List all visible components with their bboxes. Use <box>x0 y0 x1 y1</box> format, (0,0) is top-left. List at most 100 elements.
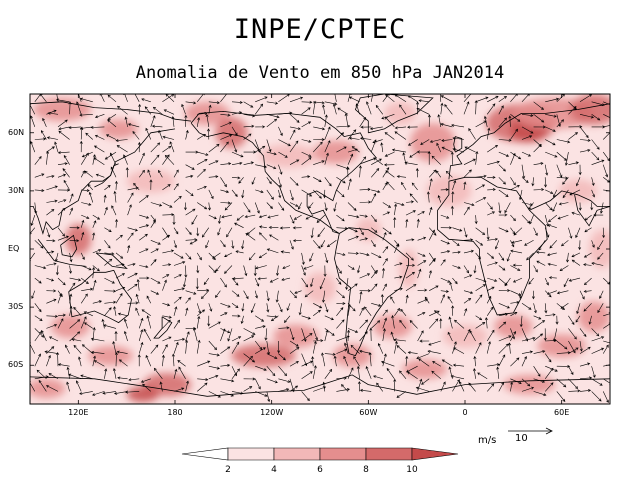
wind-arrow <box>486 383 495 392</box>
wind-arrow <box>115 273 126 279</box>
wind-arrow <box>205 113 210 127</box>
wind-arrow <box>347 283 358 291</box>
wind-arrow <box>79 391 93 395</box>
wind-arrow <box>80 374 93 380</box>
wind-arrow <box>266 101 279 105</box>
wind-arrow <box>220 378 235 383</box>
wind-arrow <box>347 227 358 233</box>
wind-arrow <box>173 274 182 279</box>
wind-arrow <box>468 128 476 140</box>
wind-arrow <box>105 134 117 140</box>
wind-arrow <box>243 133 252 140</box>
wind-arrow <box>115 293 123 304</box>
wind-arrow <box>80 219 85 228</box>
wind-arrow <box>150 115 156 127</box>
colorbar-label: 2 <box>225 465 231 475</box>
wind-arrow <box>371 227 378 233</box>
wind-arrow <box>196 265 200 274</box>
wind-arrow <box>268 225 279 229</box>
colorbar-label: 10 <box>406 465 418 475</box>
wind-arrow <box>452 136 465 140</box>
wind-arrow <box>231 277 239 286</box>
wind-arrow <box>345 278 349 291</box>
wind-arrow <box>104 240 111 249</box>
wind-arrow <box>115 252 124 259</box>
wind-arrow <box>498 177 506 185</box>
wind-arrow <box>196 315 201 329</box>
wind-arrow <box>68 101 72 115</box>
wind-arrow <box>80 231 85 241</box>
wind-arrow <box>486 306 494 316</box>
wind-arrow <box>591 125 606 129</box>
wind-arrow <box>393 338 407 342</box>
wind-arrow <box>450 151 454 165</box>
wind-arrow <box>113 306 117 316</box>
wind-arrow <box>521 336 536 342</box>
wind-arrow <box>301 391 310 402</box>
wind-arrow <box>343 355 349 367</box>
wind-arrow <box>579 114 595 119</box>
wind-arrow <box>289 96 304 103</box>
wind-arrow <box>102 391 117 395</box>
wind-arrow <box>205 240 210 249</box>
wind-arrow <box>241 189 245 199</box>
wind-arrow <box>283 315 291 323</box>
wind-arrow <box>498 343 509 354</box>
wind-arrow <box>65 344 70 354</box>
wind-arrow <box>384 116 395 128</box>
wind-arrow <box>244 214 256 219</box>
wind-arrow <box>201 227 210 238</box>
wind-arrow <box>324 328 335 336</box>
wind-arrow <box>440 289 450 293</box>
wind-arrow <box>463 274 473 279</box>
wind-arrow <box>428 340 441 346</box>
wind-arrow <box>324 368 333 379</box>
wind-arrow <box>62 168 70 178</box>
wind-arrow <box>531 177 535 187</box>
wind-arrow <box>591 189 595 198</box>
wind-arrow <box>424 296 430 304</box>
wind-arrow <box>590 202 594 211</box>
wind-arrow <box>322 381 326 392</box>
wind-arrow <box>486 341 491 354</box>
wind-arrow <box>529 214 534 225</box>
wind-arrow <box>54 141 59 153</box>
wind-arrow <box>88 191 94 203</box>
wind-arrow <box>240 315 244 325</box>
wind-arrow <box>416 108 430 115</box>
wind-arrow <box>289 361 299 367</box>
wind-arrow <box>46 185 58 191</box>
wind-arrow <box>487 175 496 179</box>
wind-arrow <box>92 154 96 165</box>
wind-arrow <box>150 277 161 284</box>
wind-arrow <box>278 151 288 158</box>
wind-arrow <box>559 265 569 272</box>
wind-arrow <box>475 294 483 304</box>
wind-arrow <box>208 101 220 105</box>
wind-arrow <box>81 277 89 284</box>
wind-arrow <box>248 252 256 261</box>
wind-arrow <box>80 126 84 140</box>
wind-arrow <box>371 158 382 165</box>
wind-arrow <box>227 328 233 342</box>
wind-arrow <box>196 339 201 354</box>
wind-arrow <box>324 252 329 264</box>
wind-arrow <box>197 151 209 156</box>
wind-arrow <box>579 376 593 380</box>
reference-vector <box>508 427 553 435</box>
wind-arrow <box>533 333 544 342</box>
wind-arrow <box>579 126 589 139</box>
wind-arrow <box>34 240 44 249</box>
coastline <box>529 190 610 211</box>
wind-arrow <box>382 227 392 235</box>
wind-arrow <box>138 152 145 165</box>
figure-subtitle: Anomalia de Vento em 850 hPa JAN2014 <box>135 63 505 83</box>
wind-arrow <box>583 252 592 258</box>
wind-arrow <box>44 350 59 354</box>
wind-arrow <box>312 189 322 199</box>
wind-arrow <box>451 191 455 203</box>
wind-arrow <box>409 151 418 158</box>
wind-arrow <box>473 355 477 367</box>
wind-arrow <box>208 265 217 274</box>
wind-arrow <box>162 145 172 153</box>
